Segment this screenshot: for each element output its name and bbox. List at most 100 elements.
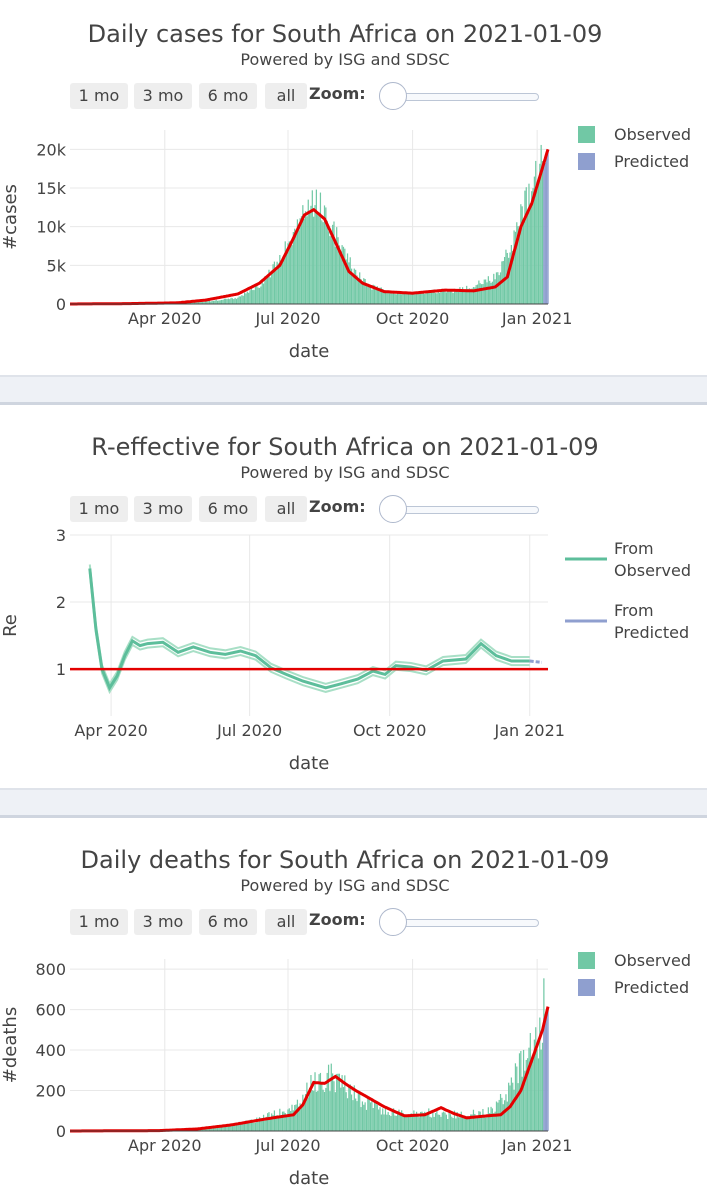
observed-bar — [359, 272, 360, 304]
observed-bar — [336, 227, 337, 304]
observed-bar — [542, 1043, 543, 1131]
observed-bar — [323, 222, 324, 304]
observed-bar — [371, 1099, 372, 1131]
observed-bar — [248, 1123, 249, 1131]
observed-bar — [381, 1115, 382, 1131]
observed-bar — [405, 1115, 406, 1131]
observed-bar — [235, 298, 236, 304]
observed-bar — [329, 236, 330, 304]
observed-bar — [378, 290, 379, 304]
observed-bar — [516, 222, 517, 304]
predicted-bar — [543, 169, 544, 304]
observed-bar — [411, 294, 412, 304]
observed-bar — [328, 1065, 329, 1131]
observed-bar — [490, 283, 491, 304]
observed-bar — [369, 1098, 370, 1131]
observed-bar — [263, 1115, 264, 1131]
observed-bar — [463, 290, 464, 304]
observed-bar — [440, 291, 441, 304]
observed-bar — [335, 247, 336, 304]
observed-bar — [356, 1101, 357, 1131]
observed-bar — [535, 1027, 536, 1131]
observed-bar — [528, 1048, 529, 1131]
observed-bar — [431, 1118, 432, 1131]
x-tick-label: Jul 2020 — [216, 721, 282, 740]
observed-bar — [331, 1064, 332, 1131]
observed-bar — [335, 1092, 336, 1131]
observed-bar — [508, 258, 509, 304]
observed-bar — [405, 293, 406, 304]
observed-bar — [431, 293, 432, 304]
observed-bar — [489, 281, 490, 304]
observed-bar — [306, 216, 307, 304]
observed-bar — [224, 299, 225, 304]
observed-bar — [495, 279, 496, 304]
y-tick-label: 600 — [35, 1001, 66, 1020]
observed-bar — [538, 1058, 539, 1131]
observed-bar — [450, 290, 451, 304]
observed-bar — [340, 1088, 341, 1131]
observed-bar — [435, 293, 436, 304]
observed-bar — [366, 286, 367, 304]
observed-bar — [260, 286, 261, 304]
observed-bar — [216, 300, 217, 304]
observed-bar — [386, 1115, 387, 1131]
observed-bar — [499, 275, 500, 304]
x-tick-label: Oct 2020 — [376, 309, 449, 328]
observed-bar — [481, 284, 482, 304]
observed-bar — [428, 292, 429, 304]
observed-bar — [536, 189, 537, 304]
observed-bar — [271, 271, 272, 304]
observed-bar — [282, 258, 283, 304]
y-tick-label: 400 — [35, 1041, 66, 1060]
observed-bar — [492, 282, 493, 304]
y-tick-label: 10k — [36, 218, 66, 237]
observed-bar — [226, 299, 227, 304]
observed-bar — [538, 181, 539, 304]
observed-bar — [512, 1083, 513, 1131]
observed-bar — [355, 1099, 356, 1131]
observed-bar — [415, 294, 416, 304]
observed-bar — [271, 1113, 272, 1131]
observed-bar — [400, 1114, 401, 1131]
y-tick-label: 800 — [35, 960, 66, 979]
observed-bar — [308, 200, 309, 304]
observed-bar — [424, 294, 425, 304]
observed-bar — [221, 300, 222, 304]
predicted-bar — [547, 151, 548, 304]
observed-bar — [248, 293, 249, 304]
observed-bar — [485, 279, 486, 304]
observed-bar — [258, 288, 259, 304]
observed-bar — [486, 1117, 487, 1131]
x-tick-label: Jan 2021 — [501, 309, 572, 328]
observed-bar — [239, 296, 240, 304]
observed-bar — [400, 294, 401, 304]
observed-bar — [432, 1111, 433, 1131]
observed-bar — [275, 271, 276, 304]
observed-bar — [317, 1091, 318, 1131]
observed-bar — [523, 1050, 524, 1131]
observed-bar — [466, 286, 467, 304]
observed-bar — [444, 1113, 445, 1131]
observed-bar — [453, 1118, 454, 1131]
observed-bar — [415, 1115, 416, 1131]
observed-bar — [500, 272, 501, 304]
observed-bar — [354, 1085, 355, 1131]
legend-swatch — [578, 952, 595, 969]
observed-bar — [408, 293, 409, 304]
observed-bar — [314, 205, 315, 304]
observed-bar — [526, 187, 527, 304]
observed-bar — [237, 1125, 238, 1131]
observed-bar — [511, 245, 512, 304]
observed-bar — [396, 1116, 397, 1131]
observed-bar — [513, 1090, 514, 1131]
observed-bar — [313, 1091, 314, 1131]
legend-label: Predicted — [614, 152, 689, 171]
observed-bar — [270, 1119, 271, 1131]
observed-bar — [432, 292, 433, 304]
observed-bar — [439, 1115, 440, 1131]
observed-bar — [321, 220, 322, 304]
